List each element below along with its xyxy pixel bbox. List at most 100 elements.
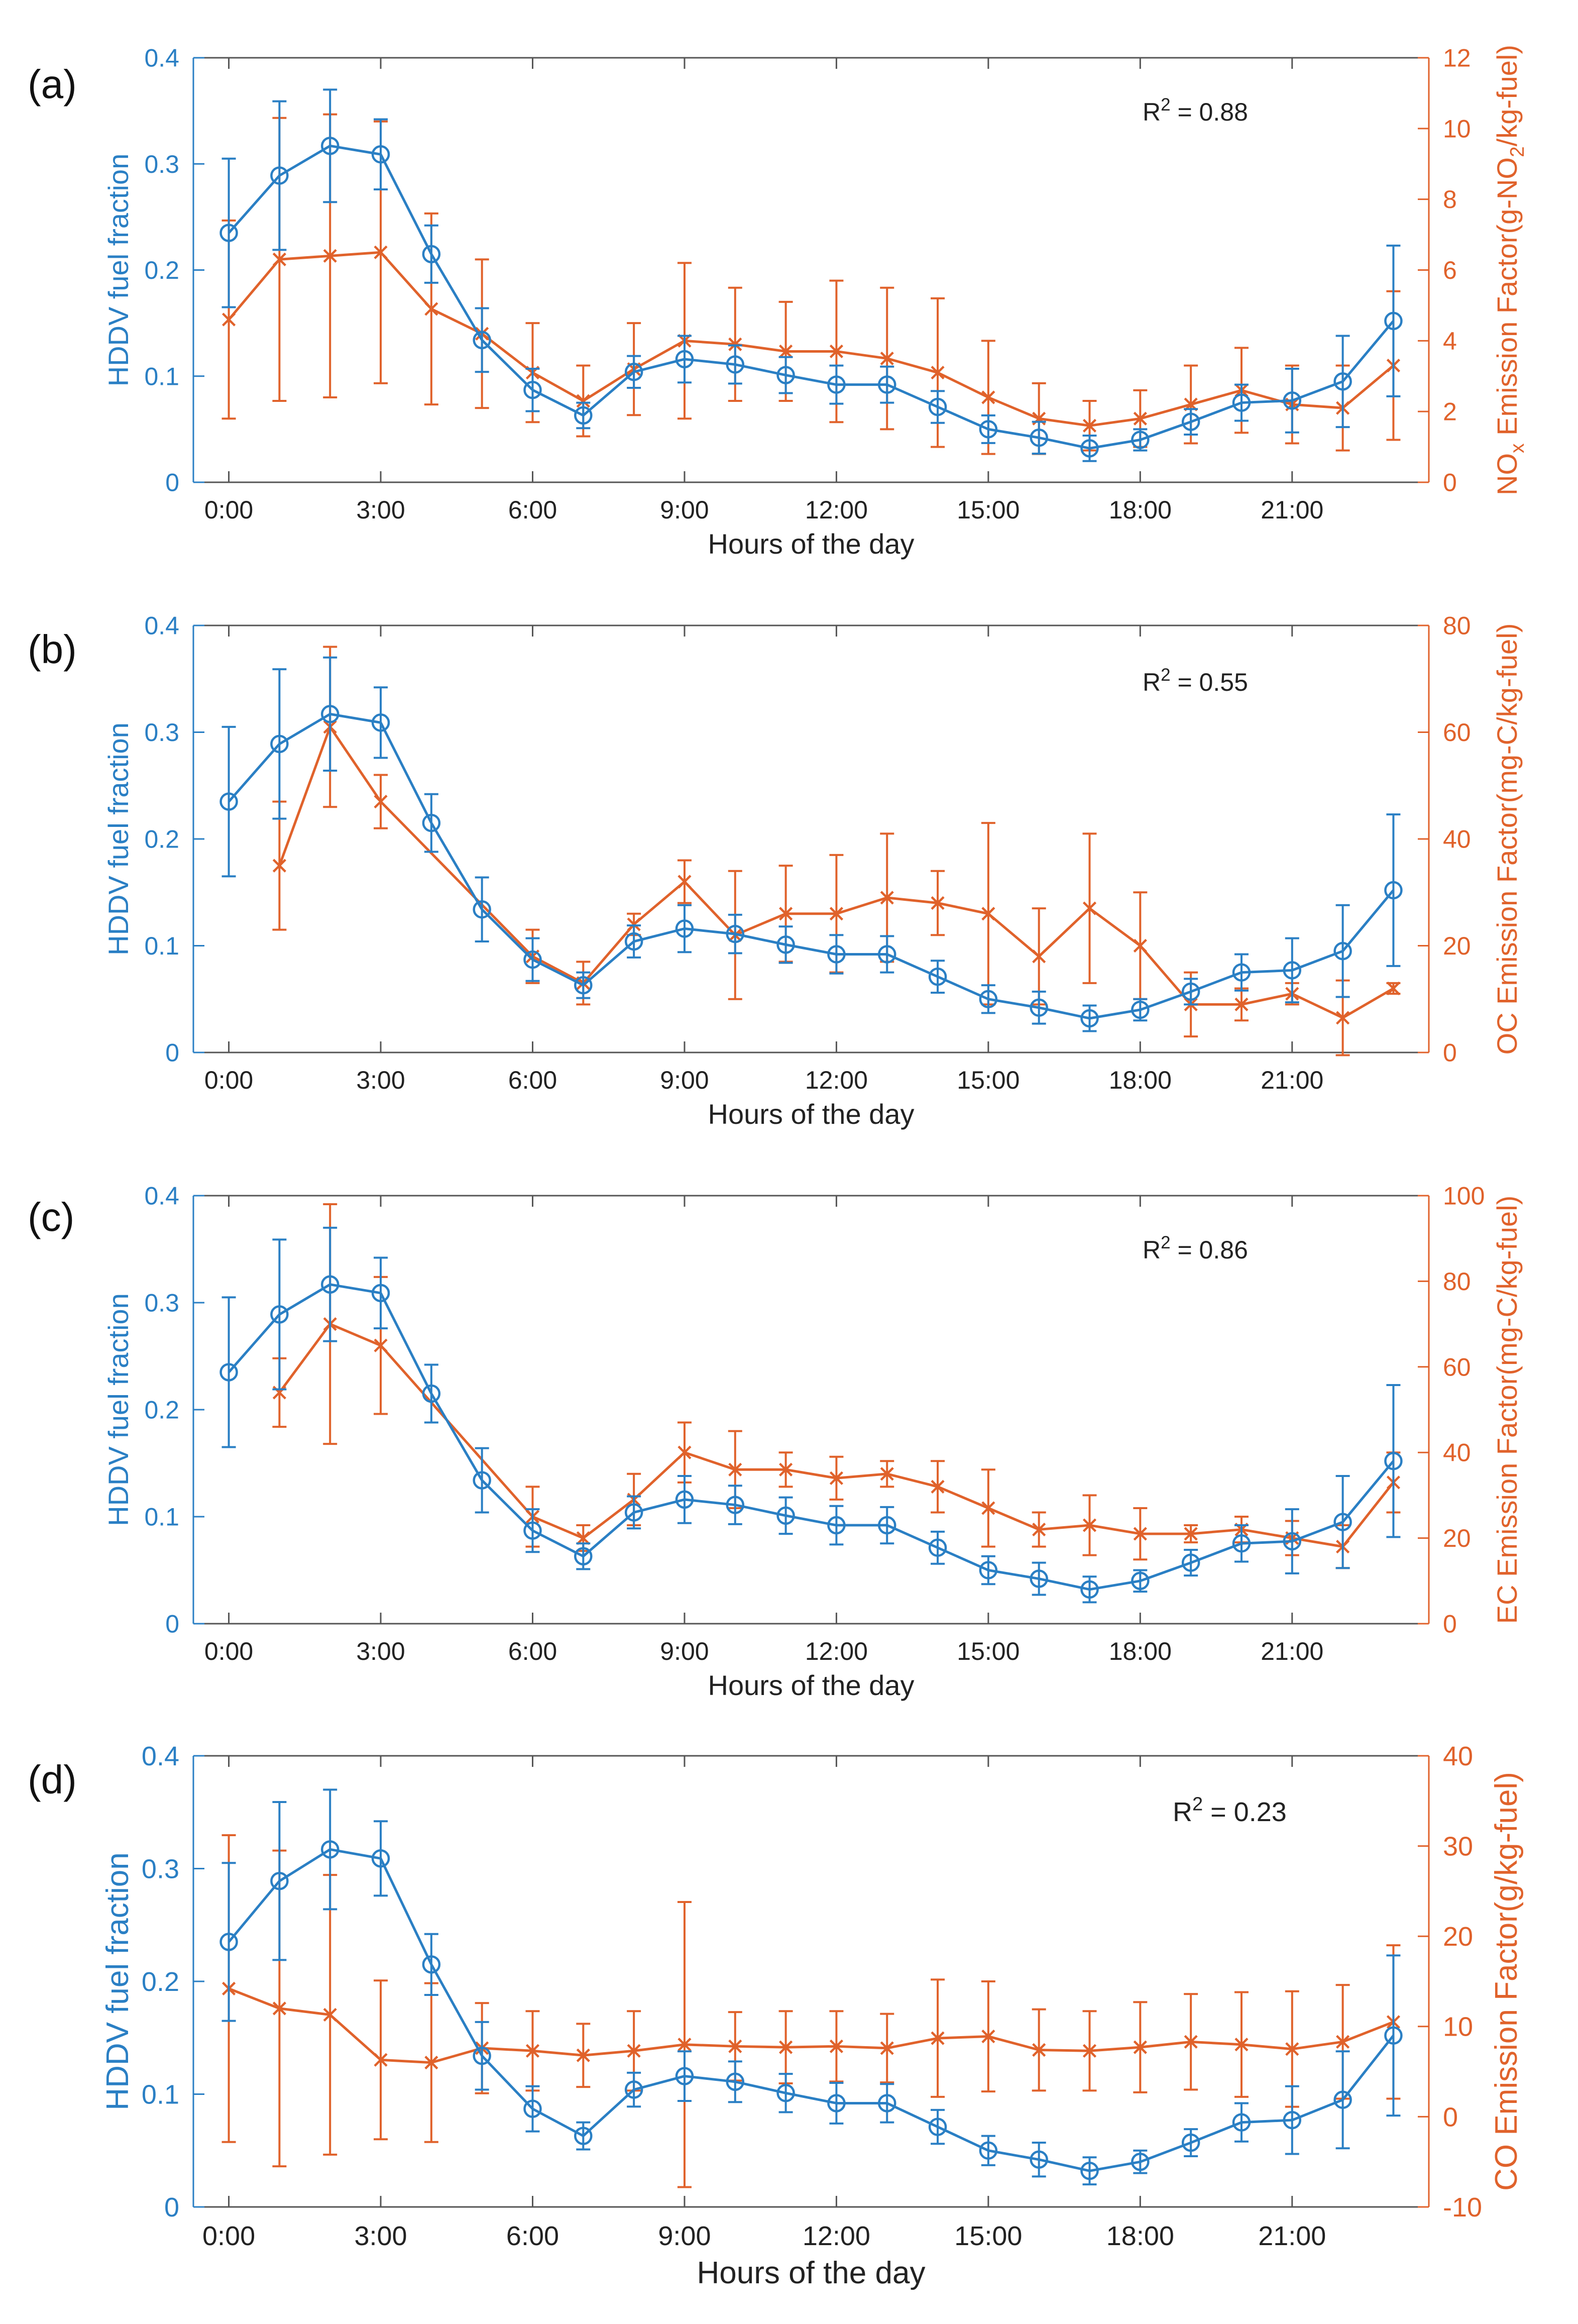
r-squared-superscript: 2 xyxy=(1161,95,1170,115)
data-point xyxy=(422,813,441,832)
data-point xyxy=(931,896,945,910)
subscript-text: 2 xyxy=(1507,146,1528,157)
data-point xyxy=(1133,411,1147,426)
data-point xyxy=(371,145,390,164)
data-point xyxy=(272,2001,286,2016)
data-point xyxy=(1184,1527,1198,1541)
data-point xyxy=(1032,1522,1046,1537)
panel-label: (a) xyxy=(28,62,77,107)
left-y-tick-label: 0.4 xyxy=(142,1741,179,1771)
data-point xyxy=(221,312,236,327)
data-point xyxy=(371,1284,390,1303)
r-squared-superscript: 2 xyxy=(1161,1233,1170,1252)
data-point xyxy=(678,1445,692,1459)
series-emission-factor xyxy=(221,1834,1401,2188)
data-point xyxy=(1234,997,1249,1011)
data-point xyxy=(877,1516,896,1535)
subscript-text: x xyxy=(1507,443,1528,453)
series-line xyxy=(228,712,1395,1020)
data-point xyxy=(1333,372,1352,391)
left-y-tick-label: 0.1 xyxy=(144,1503,179,1531)
data-point xyxy=(576,1531,590,1545)
left-y-tick-label: 0.4 xyxy=(144,1182,179,1210)
data-point xyxy=(880,351,894,366)
left-y-tick-label: 0 xyxy=(165,469,179,497)
r-squared-symbol: R xyxy=(1143,668,1161,696)
r-squared-annotation: R2 = 0.88 xyxy=(1143,95,1248,126)
data-point xyxy=(272,252,286,266)
data-point xyxy=(523,2099,542,2118)
data-point xyxy=(728,337,742,351)
data-point xyxy=(728,2039,742,2053)
data-point xyxy=(726,355,745,374)
right-y-tick-label: 60 xyxy=(1443,718,1471,747)
data-point xyxy=(374,245,388,259)
axis-title-text: EC Emission Factor(mg-C/kg-fuel) xyxy=(1491,1196,1523,1624)
x-tick-label: 21:00 xyxy=(1261,1637,1323,1665)
chart-panel-b: 0:00 3:00 6:00 9:00 12:00 15:00 18:00 21:00 0 0.1… xyxy=(28,612,1523,1130)
data-point xyxy=(678,875,692,889)
left-y-tick-label: 0.3 xyxy=(144,150,179,178)
data-point xyxy=(981,390,995,404)
data-point xyxy=(1384,2026,1403,2045)
left-y-tick-label: 0.2 xyxy=(144,256,179,284)
data-point xyxy=(928,397,947,416)
data-point xyxy=(675,2067,694,2085)
right-y-tick-label: 60 xyxy=(1443,1353,1471,1381)
data-point xyxy=(1080,1009,1099,1028)
x-tick-label: 9:00 xyxy=(660,496,709,524)
data-point xyxy=(979,2141,998,2160)
data-point xyxy=(1336,2035,1350,2049)
left-y-axis-title: HDDV fuel fraction xyxy=(100,1852,135,2110)
x-tick-label: 18:00 xyxy=(1109,496,1172,524)
chart-panel-a: 0:00 3:00 6:00 9:00 12:00 15:00 18:00 21:00 0 0.1… xyxy=(28,44,1528,560)
series-emission-factor xyxy=(272,646,1401,1057)
data-point xyxy=(1285,2042,1299,2056)
r-squared-symbol: R xyxy=(1143,98,1161,126)
data-point xyxy=(624,932,643,951)
data-point xyxy=(374,795,388,809)
left-y-tick-label: 0.3 xyxy=(142,1854,179,1884)
data-point xyxy=(1030,429,1048,447)
data-point xyxy=(1032,2043,1046,2057)
data-point xyxy=(320,705,340,723)
right-y-tick-label: 12 xyxy=(1443,44,1471,72)
data-point xyxy=(880,1467,894,1481)
left-y-tick-label: 0.4 xyxy=(144,44,179,72)
x-tick-label: 21:00 xyxy=(1258,2221,1326,2251)
left-y-tick-label: 0.3 xyxy=(144,1289,179,1317)
x-tick-label: 9:00 xyxy=(660,1637,709,1665)
right-y-tick-label: 20 xyxy=(1443,932,1471,960)
data-point xyxy=(1384,1451,1403,1470)
data-point xyxy=(1184,2035,1198,2049)
r-squared-symbol: R xyxy=(1143,1236,1161,1264)
data-point xyxy=(776,2084,795,2102)
axis-title-text: Emission Factor(g-NO xyxy=(1491,157,1523,443)
left-y-tick-label: 0.3 xyxy=(144,718,179,747)
series-hddv-fuel-fraction xyxy=(219,1788,1403,2186)
x-tick-label: 21:00 xyxy=(1261,496,1323,524)
panel-label: (d) xyxy=(28,1757,77,1802)
data-point xyxy=(576,394,590,408)
data-point xyxy=(726,2072,745,2091)
x-tick-label: 6:00 xyxy=(508,1637,557,1665)
data-point xyxy=(675,1490,694,1509)
data-point xyxy=(473,331,491,350)
right-y-tick-label: 10 xyxy=(1443,115,1471,143)
data-point xyxy=(778,1462,793,1476)
data-point xyxy=(778,344,793,359)
data-point xyxy=(931,1480,945,1494)
x-tick-label: 18:00 xyxy=(1109,1066,1172,1094)
right-y-axis-title: OC Emission Factor(mg-C/kg-fuel) xyxy=(1491,623,1523,1055)
data-point xyxy=(1131,1571,1150,1591)
data-point xyxy=(1131,1000,1150,1019)
data-point xyxy=(574,1547,593,1566)
data-point xyxy=(574,406,593,425)
data-point xyxy=(931,366,945,380)
series-hddv-fuel-fraction xyxy=(219,1226,1403,1604)
right-y-tick-label: 10 xyxy=(1443,2012,1473,2042)
r-squared-annotation: R2 = 0.86 xyxy=(1143,1233,1248,1264)
data-point xyxy=(627,917,641,931)
data-point xyxy=(219,792,238,811)
